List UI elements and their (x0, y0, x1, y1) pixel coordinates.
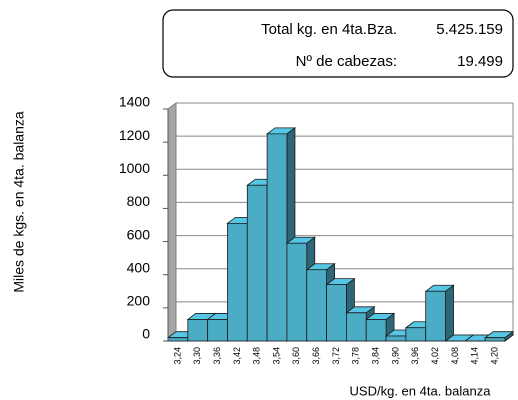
bar-front (167, 337, 189, 342)
y-tick-label: 600 (127, 226, 151, 242)
x-tick-label: 3,60 (291, 347, 301, 365)
summary-value: 5.425.159 (436, 21, 503, 38)
x-tick-label: 3,84 (371, 347, 381, 365)
x-axis-label: USD/kg. en 4ta. balanza (350, 383, 492, 398)
x-tick-label: 3,24 (172, 347, 182, 365)
summary-label: Total kg. en 4ta.Bza. (261, 21, 397, 38)
bar (424, 284, 455, 342)
y-tick-label: 1200 (119, 127, 150, 143)
bar-front (246, 184, 268, 342)
y-tick-label: 0 (142, 326, 150, 342)
bar-front (187, 319, 209, 342)
x-tick-label: 3,48 (252, 347, 262, 365)
bar-front (385, 335, 407, 342)
x-tick-label: 3,72 (331, 347, 341, 365)
x-tick-label: 3,54 (271, 347, 281, 365)
x-tick-label: 4,20 (489, 347, 499, 365)
bar-front (227, 222, 248, 342)
y-tick-label: 800 (127, 193, 151, 209)
x-tick-label: 4,14 (470, 347, 480, 365)
bar-front (207, 319, 228, 342)
bar-front (326, 284, 347, 342)
bar-front (365, 319, 387, 342)
y-tick-label: 200 (127, 293, 151, 309)
y-tick-label: 400 (127, 259, 151, 275)
x-tick-label: 3,90 (390, 347, 400, 365)
bar-front (346, 312, 367, 342)
x-tick-label: 4,08 (450, 347, 460, 365)
x-tick-label: 3,30 (192, 347, 202, 365)
bar-front (266, 133, 288, 342)
bar-front (425, 290, 446, 342)
x-tick-label: 3,42 (232, 347, 242, 365)
y-tick-label: 1000 (119, 160, 150, 176)
summary-value: 19.499 (457, 53, 503, 70)
summary-box (162, 9, 514, 78)
x-tick-label: 3,66 (311, 347, 321, 365)
bar (483, 330, 515, 342)
bar-front (306, 269, 327, 342)
x-tick-label: 3,96 (410, 347, 420, 365)
bar-front (286, 242, 308, 342)
side-wall (167, 102, 177, 342)
x-tick-label: 3,78 (351, 347, 361, 365)
y-tick-label: 1400 (119, 94, 150, 110)
bar-front (484, 337, 506, 342)
x-tick-label: 4,02 (430, 347, 440, 365)
bar-side (445, 284, 454, 342)
bar (444, 334, 475, 342)
summary-label: Nº de cabezas: (296, 53, 397, 70)
y-axis-label: Miles de kgs. en 4ta. balanza (11, 111, 27, 293)
bar-front (405, 327, 427, 342)
x-tick-label: 3,36 (212, 347, 222, 365)
